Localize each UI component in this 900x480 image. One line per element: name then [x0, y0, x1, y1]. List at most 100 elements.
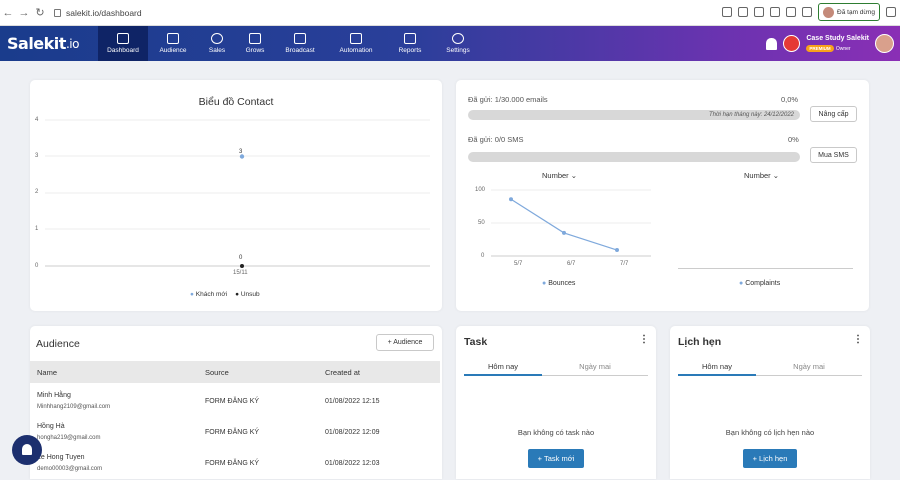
- point-unsub[interactable]: [240, 264, 244, 268]
- salekit-logo[interactable]: Salekit .io: [0, 26, 98, 61]
- logo-text: Salekit: [7, 34, 66, 53]
- bell-icon[interactable]: [766, 37, 778, 50]
- home-icon: [117, 33, 129, 44]
- bounces-plot: [491, 189, 651, 257]
- nav-settings[interactable]: Settings: [434, 26, 482, 61]
- row-email: Minhhang2109@gmail.com: [37, 404, 111, 410]
- translate-icon[interactable]: [722, 7, 733, 17]
- audience-title: Audience: [36, 338, 80, 350]
- nav-sales[interactable]: Sales: [198, 26, 236, 61]
- add-audience-button[interactable]: + Audience: [376, 334, 434, 351]
- nav-label: Automation: [339, 47, 373, 54]
- tab-today[interactable]: Hôm nay: [464, 358, 542, 376]
- bounce-point[interactable]: [615, 248, 619, 253]
- megaphone-icon: [294, 33, 306, 44]
- nav-audience[interactable]: Audience: [148, 26, 198, 61]
- back-icon[interactable]: ←: [2, 6, 14, 19]
- table-row[interactable]: Hồng Hà honghа219@gmail.com FORM ĐĂNG KÝ…: [30, 419, 440, 449]
- row-source: FORM ĐĂNG KÝ: [205, 429, 260, 436]
- legend-label: Unsub: [240, 291, 260, 298]
- task-card: Task ⋮ Hôm nay Ngày mai Bạn không có tas…: [456, 326, 656, 479]
- profile-paused-button[interactable]: Đã tạm dừng: [818, 3, 880, 21]
- email-usage-pct: 0,0%: [781, 95, 799, 104]
- upgrade-button[interactable]: Nâng cấp: [810, 106, 857, 122]
- nav-dashboard[interactable]: Dashboard: [98, 26, 148, 61]
- share-icon[interactable]: [738, 7, 749, 17]
- sms-usage-pct: 0%: [788, 135, 799, 144]
- dropdown-value: Number: [744, 171, 771, 180]
- automation-icon: [350, 33, 362, 44]
- y-tick: 0: [35, 263, 39, 269]
- table-row[interactable]: Minh Hằng Minhhang2109@gmail.com FORM ĐĂ…: [30, 388, 440, 418]
- nav-automation[interactable]: Automation: [326, 26, 386, 61]
- task-empty-text: Bạn không có task nào: [517, 428, 595, 437]
- point-khach-moi[interactable]: [239, 154, 245, 159]
- bounce-point[interactable]: [509, 197, 513, 202]
- nav-label: Audience: [159, 47, 187, 54]
- mail-icon[interactable]: [783, 35, 801, 52]
- nav-broadcast[interactable]: Broadcast: [274, 26, 326, 61]
- account-menu[interactable]: Case Study Salekit PREMIUM Owner: [806, 35, 869, 53]
- account-role: Owner: [835, 45, 851, 52]
- star-icon[interactable]: [754, 7, 765, 17]
- legend-bounces[interactable]: ● Bounces: [542, 280, 576, 287]
- chart-line-icon: [249, 33, 261, 44]
- address-bar[interactable]: salekit.io/dashboard: [54, 8, 142, 18]
- x-tick: 7/7: [620, 261, 629, 267]
- row-created: 01/08/2022 12:15: [325, 398, 380, 405]
- metric-dropdown-2[interactable]: Number ⌄: [744, 171, 779, 180]
- shield-icon[interactable]: [770, 7, 781, 17]
- chevron-down-icon: ⌄: [570, 171, 578, 180]
- chevron-down-icon: ⌄: [772, 171, 780, 180]
- downloads-icon[interactable]: [886, 7, 896, 17]
- user-avatar[interactable]: [875, 34, 894, 53]
- nav-label: Grows: [245, 47, 265, 54]
- nav-label: Sales: [208, 47, 226, 54]
- nav-reports[interactable]: Reports: [386, 26, 434, 61]
- table-row[interactable]: Le Hong Tuyen demo00003@gmail.com FORM Đ…: [30, 450, 440, 480]
- buy-sms-button[interactable]: Mua SMS: [810, 147, 857, 163]
- legend-item[interactable]: ● Khách mới: [190, 291, 228, 298]
- bounce-point[interactable]: [562, 230, 566, 235]
- x-tick: 6/7: [567, 261, 576, 267]
- task-title: Task: [464, 336, 488, 348]
- profile-avatar: [823, 6, 835, 18]
- legend-complaints[interactable]: ● Complaints: [739, 280, 781, 287]
- sms-progress: [468, 152, 800, 162]
- schedule-title: Lịch hẹn: [678, 336, 722, 348]
- complaints-axis: [678, 268, 853, 269]
- data-label: 3: [239, 149, 243, 155]
- more-vertical-icon[interactable]: ⋮: [639, 334, 649, 345]
- email-usage-label: Đã gửi: 1/30.000 emails: [468, 95, 548, 104]
- x-tick: 5/7: [514, 261, 523, 267]
- forward-icon[interactable]: →: [18, 6, 30, 19]
- dropdown-value: Number: [542, 171, 569, 180]
- new-appointment-button[interactable]: + Lịch hẹn: [743, 449, 797, 468]
- reload-icon[interactable]: ↻: [35, 7, 45, 19]
- nav-label: Dashboard: [107, 47, 139, 54]
- new-task-button[interactable]: + Task mới: [528, 449, 584, 468]
- tab-tomorrow[interactable]: Ngày mai: [542, 358, 648, 376]
- y-tick: 3: [35, 153, 39, 159]
- account-name: Case Study Salekit: [806, 34, 869, 42]
- row-created: 01/08/2022 12:09: [325, 429, 380, 436]
- chart-title: Biểu đồ Contact: [198, 96, 274, 108]
- chart-legend: ● Khách mới ● Unsub: [190, 291, 260, 298]
- row-source: FORM ĐĂNG KÝ: [205, 398, 260, 405]
- extensions-icon[interactable]: [802, 7, 813, 17]
- nav-label: Reports: [398, 47, 422, 54]
- notification-fab[interactable]: [12, 435, 42, 465]
- col-source: Source: [205, 368, 229, 377]
- schedule-card: Lịch hẹn ⋮ Hôm nay Ngày mai Bạn không có…: [670, 326, 870, 479]
- bar-chart-icon: [404, 33, 416, 44]
- tab-tomorrow[interactable]: Ngày mai: [756, 358, 862, 376]
- nav-grows[interactable]: Grows: [236, 26, 274, 61]
- y-tick: 0: [481, 253, 485, 259]
- row-email: honghа219@gmail.com: [37, 435, 101, 441]
- metric-dropdown-1[interactable]: Number ⌄: [542, 171, 577, 180]
- more-vertical-icon[interactable]: ⋮: [853, 334, 863, 345]
- tab-today[interactable]: Hôm nay: [678, 358, 756, 376]
- download-ext-icon[interactable]: [786, 7, 797, 17]
- url-text: salekit.io/dashboard: [66, 7, 142, 18]
- legend-item[interactable]: ● Unsub: [235, 291, 260, 298]
